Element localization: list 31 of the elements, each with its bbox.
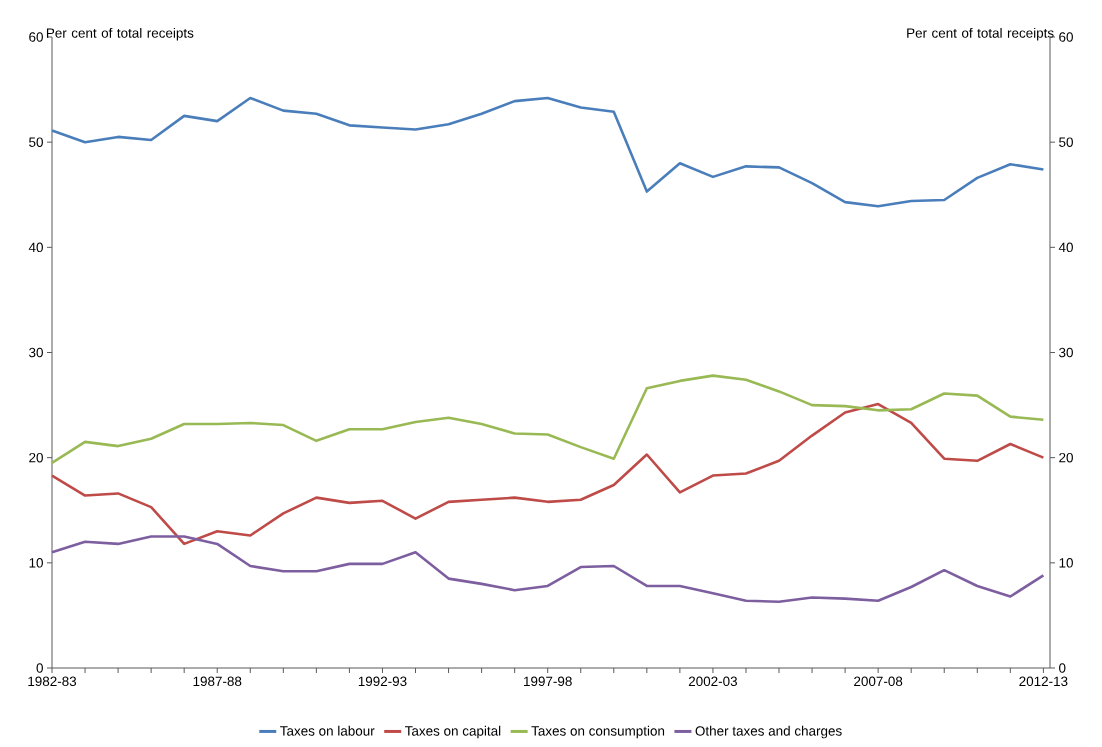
line-series: [50, 535, 1045, 604]
x-tick-label: 1987-88: [193, 676, 242, 687]
legend-label: Taxes on consumption: [531, 725, 665, 739]
y2-tick-label: 40: [1058, 242, 1073, 253]
line-series: [50, 402, 1045, 546]
y2-tick-label: 30: [1059, 347, 1073, 358]
x-tick-label: 1997-98: [524, 676, 572, 687]
legend-label: Taxes on labour: [280, 725, 375, 736]
y2-tick-label: 0: [1059, 663, 1066, 673]
x-tick-label: 2007-08: [854, 676, 903, 687]
y2-tick-label: 50: [1059, 137, 1073, 147]
y-tick-label: 50: [29, 137, 43, 147]
y-tick-label: 10: [29, 558, 43, 568]
y-tick-label: 30: [29, 347, 43, 358]
line-series: [50, 374, 1045, 465]
y2-axis-title: Per cent of total receipts: [907, 27, 1054, 41]
y2-tick-label: 10: [1059, 558, 1073, 568]
y-tick-label: 20: [29, 452, 43, 463]
y-tick-label: 60: [29, 32, 43, 42]
y-tick-label: 40: [28, 242, 43, 253]
x-tick-label: 1992-93: [358, 676, 407, 687]
y-axis-title: Per cent of total receipts: [46, 27, 194, 41]
legend-label: Other taxes and charges: [695, 725, 842, 739]
y2-tick-label: 60: [1059, 32, 1073, 42]
y2-tick-label: 20: [1059, 452, 1073, 463]
y-tick-label: 0: [36, 663, 43, 673]
x-tick-label: 1982-83: [28, 676, 77, 687]
legend-label: Taxes on capital: [405, 725, 501, 739]
x-tick-label: 2002-03: [688, 676, 737, 687]
x-tick-label: 2012-13: [1019, 676, 1068, 687]
line-series: [50, 96, 1045, 208]
